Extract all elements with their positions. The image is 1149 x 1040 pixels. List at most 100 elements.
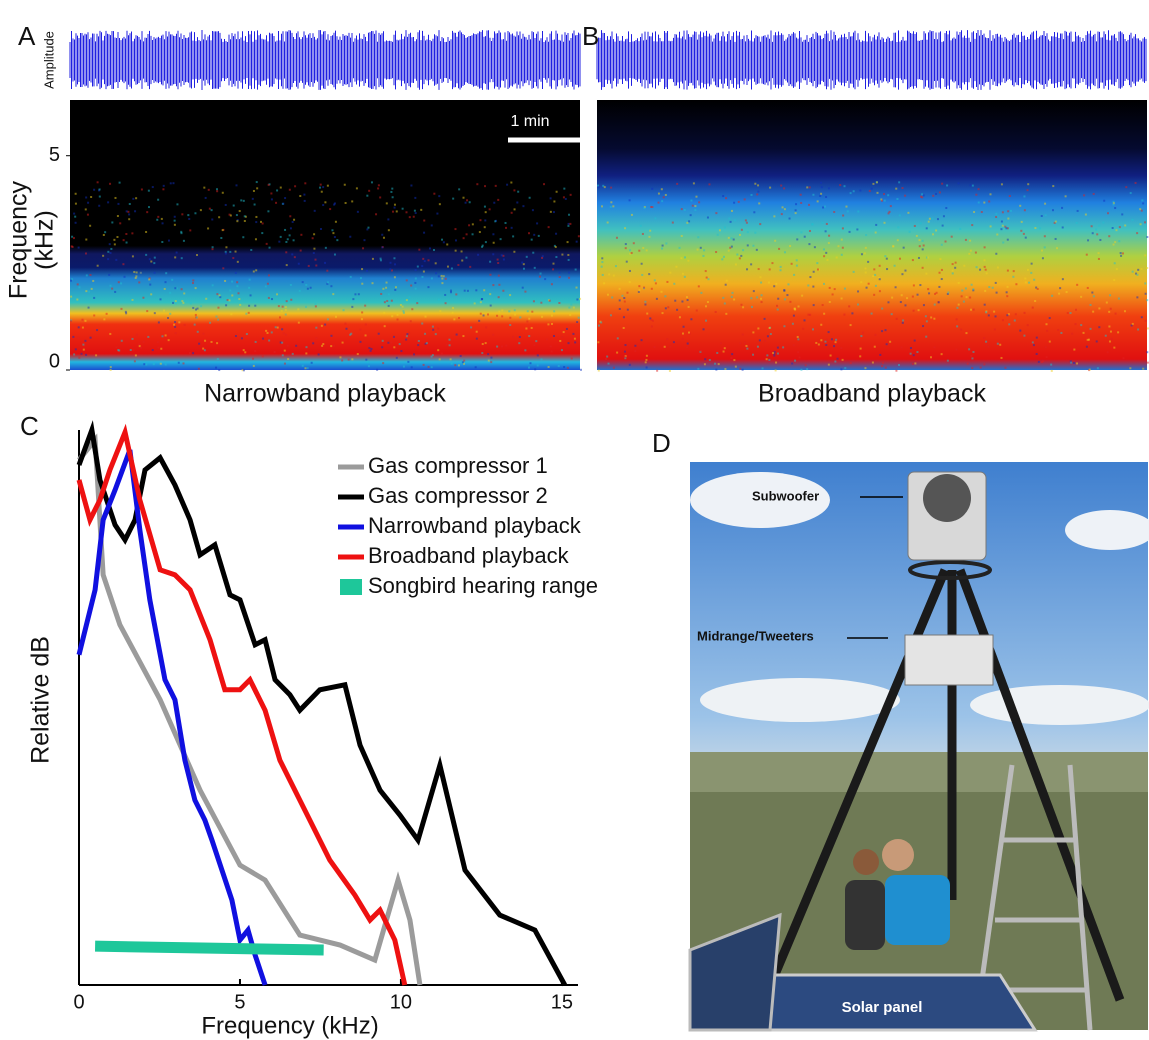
speckle bbox=[874, 274, 876, 276]
speckle bbox=[990, 225, 992, 227]
speckle bbox=[781, 213, 783, 215]
speckle bbox=[661, 188, 663, 190]
speckle bbox=[378, 333, 380, 335]
speckle bbox=[192, 307, 194, 309]
speckle bbox=[772, 352, 774, 354]
speckle bbox=[882, 362, 884, 364]
speckle bbox=[1014, 320, 1016, 322]
speckle bbox=[87, 214, 89, 216]
speckle bbox=[733, 299, 735, 301]
speckle bbox=[576, 321, 578, 323]
speckle bbox=[516, 202, 518, 204]
speckle bbox=[769, 327, 771, 329]
speckle bbox=[731, 246, 733, 248]
speckle bbox=[174, 216, 176, 218]
speckle bbox=[1087, 239, 1089, 241]
speckle bbox=[644, 304, 646, 306]
speckle bbox=[889, 211, 891, 213]
speckle bbox=[927, 256, 929, 258]
speckle bbox=[860, 348, 862, 350]
speckle bbox=[1055, 221, 1057, 223]
speckle bbox=[638, 285, 640, 287]
speckle bbox=[941, 269, 943, 271]
speckle bbox=[284, 350, 286, 352]
speckle bbox=[222, 267, 224, 269]
speckle bbox=[245, 313, 247, 315]
speckle bbox=[883, 193, 885, 195]
speckle bbox=[544, 278, 546, 280]
speckle bbox=[551, 323, 553, 325]
speckle bbox=[735, 264, 737, 266]
speckle bbox=[829, 301, 831, 303]
speckle bbox=[1020, 230, 1022, 232]
speckle bbox=[902, 187, 904, 189]
speckle bbox=[321, 191, 323, 193]
speckle bbox=[615, 265, 617, 267]
speckle bbox=[624, 344, 626, 346]
speckle bbox=[853, 271, 855, 273]
speckle bbox=[895, 286, 897, 288]
speckle bbox=[397, 319, 399, 321]
speckle bbox=[1027, 183, 1029, 185]
speckle bbox=[914, 225, 916, 227]
speckle bbox=[428, 259, 430, 261]
speckle bbox=[914, 362, 916, 364]
speckle bbox=[1007, 286, 1009, 288]
speckle bbox=[409, 216, 411, 218]
speckle bbox=[230, 313, 232, 315]
speckle bbox=[561, 336, 563, 338]
speckle bbox=[1001, 221, 1003, 223]
speckle bbox=[844, 288, 846, 290]
speckle bbox=[365, 359, 367, 361]
speckle bbox=[161, 218, 163, 220]
speckle bbox=[941, 278, 943, 280]
speckle bbox=[178, 321, 180, 323]
speckle bbox=[145, 363, 147, 365]
speckle bbox=[357, 211, 359, 213]
speckle bbox=[1142, 202, 1144, 204]
speckle bbox=[235, 251, 237, 253]
speckle bbox=[510, 182, 512, 184]
speckle bbox=[1002, 211, 1004, 213]
speckle bbox=[996, 292, 998, 294]
speckle bbox=[978, 202, 980, 204]
speckle bbox=[232, 257, 234, 259]
speckle bbox=[715, 251, 717, 253]
speckle bbox=[1092, 232, 1094, 234]
speckle bbox=[750, 263, 752, 265]
speckle bbox=[157, 341, 159, 343]
speckle bbox=[361, 311, 363, 313]
speckle bbox=[216, 188, 218, 190]
speckle bbox=[522, 205, 524, 207]
speckle bbox=[154, 257, 156, 259]
speckle bbox=[439, 203, 441, 205]
speckle bbox=[751, 306, 753, 308]
speckle bbox=[904, 270, 906, 272]
speckle bbox=[616, 352, 618, 354]
speckle bbox=[753, 290, 755, 292]
speckle bbox=[136, 334, 138, 336]
speckle bbox=[601, 257, 603, 259]
speckle bbox=[625, 247, 627, 249]
speckle bbox=[128, 218, 130, 220]
speckle bbox=[97, 265, 99, 267]
speckle bbox=[236, 285, 238, 287]
speckle bbox=[539, 276, 541, 278]
speckle bbox=[642, 247, 644, 249]
speckle bbox=[960, 329, 962, 331]
speckle bbox=[853, 190, 855, 192]
speckle bbox=[923, 244, 925, 246]
speckle bbox=[934, 346, 936, 348]
speckle bbox=[739, 257, 741, 259]
speckle bbox=[1109, 340, 1111, 342]
speckle bbox=[886, 268, 888, 270]
speckle bbox=[391, 315, 393, 317]
speckle bbox=[696, 310, 698, 312]
speckle bbox=[720, 342, 722, 344]
speckle bbox=[389, 268, 391, 270]
speckle bbox=[435, 333, 437, 335]
speckle bbox=[549, 300, 551, 302]
speckle bbox=[236, 214, 238, 216]
speckle bbox=[651, 288, 653, 290]
speckle bbox=[327, 318, 329, 320]
